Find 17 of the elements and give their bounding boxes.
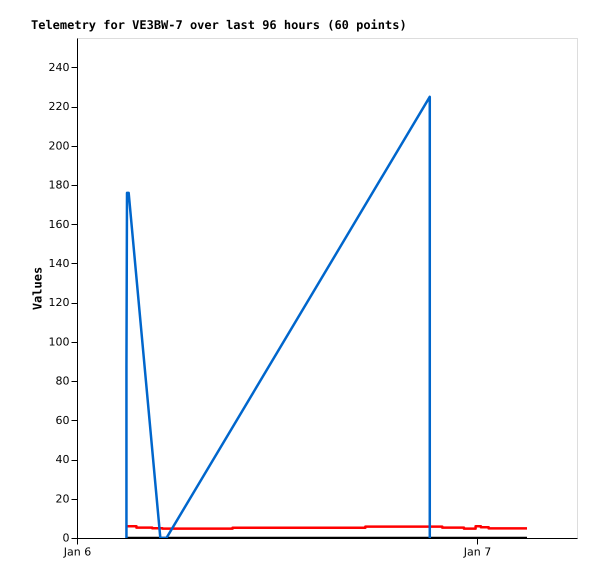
y-tick-label: 180 bbox=[48, 178, 70, 192]
x-tick-label: Jan 7 bbox=[462, 546, 492, 558]
y-tick-label: 60 bbox=[56, 414, 70, 427]
y-tick-label: 140 bbox=[48, 256, 70, 270]
y-tick-label: 80 bbox=[56, 374, 70, 388]
y-tick-label: 100 bbox=[48, 335, 70, 348]
y-tick-label: 240 bbox=[48, 60, 70, 74]
y-tick-label: 160 bbox=[48, 218, 70, 231]
chart-title: Telemetry for VE3BW-7 over last 96 hours (60 points) bbox=[31, 18, 407, 32]
y-tick-label: 20 bbox=[56, 492, 70, 506]
y-tick-label: 0 bbox=[62, 532, 70, 544]
y-tick-label: 220 bbox=[48, 100, 70, 114]
x-tick-label: Jan 6 bbox=[62, 546, 92, 558]
y-tick-label: 40 bbox=[56, 453, 70, 466]
y-tick-label: 120 bbox=[48, 296, 70, 310]
y-tick-label: 200 bbox=[48, 139, 70, 152]
y-axis-title: Values bbox=[30, 266, 45, 310]
